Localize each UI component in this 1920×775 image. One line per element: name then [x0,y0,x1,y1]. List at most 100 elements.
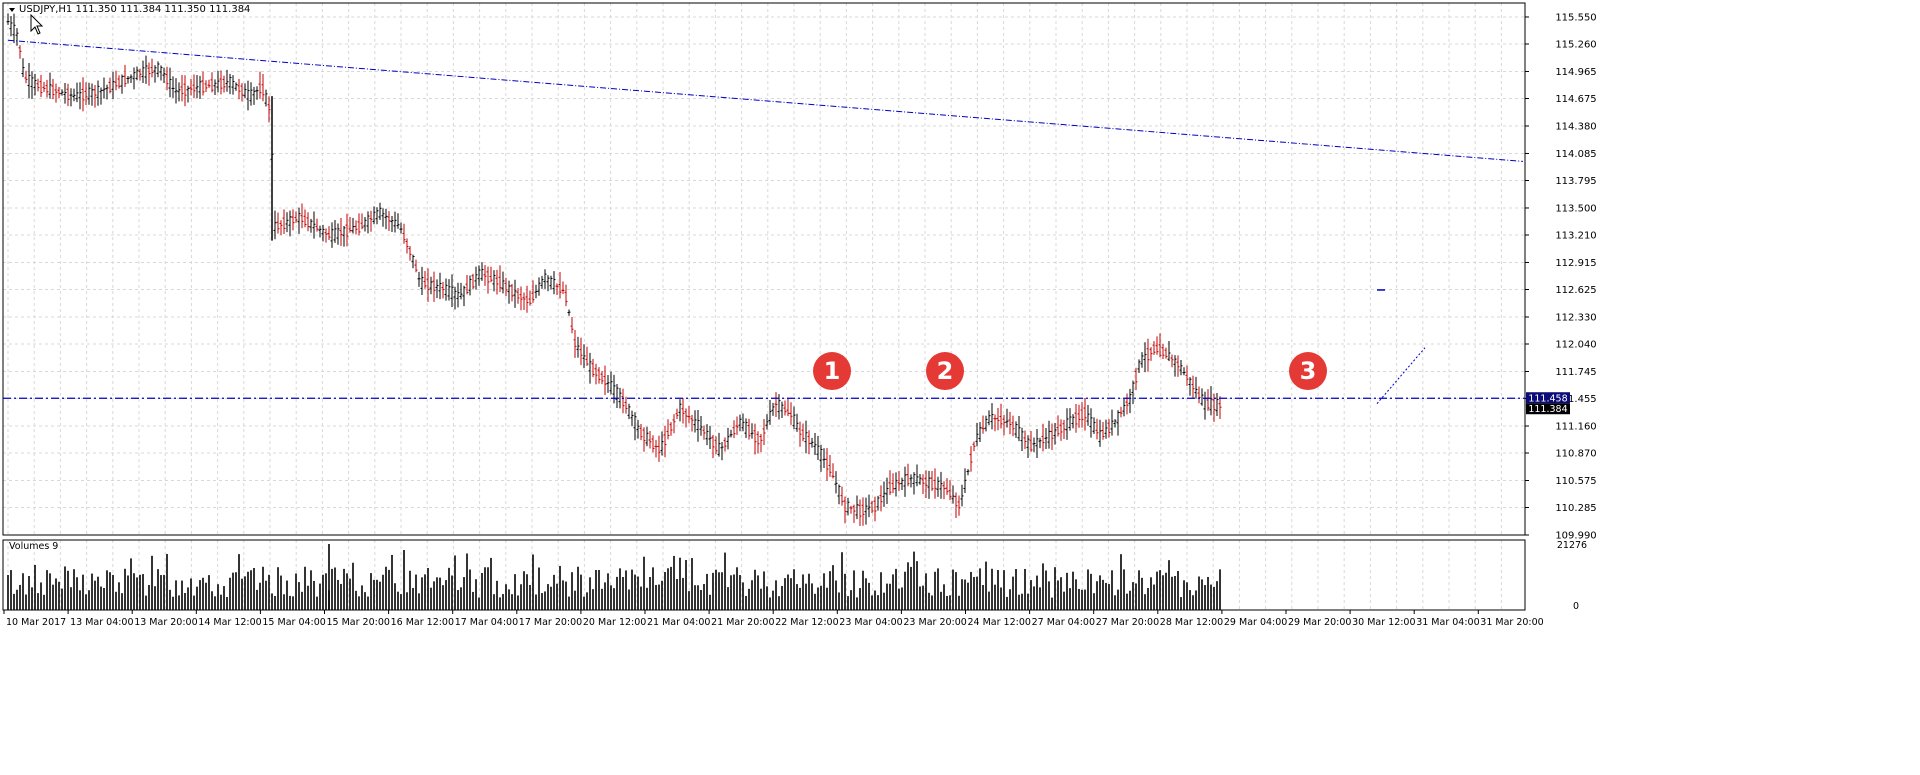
ohlc-bar [342,225,346,247]
ohlc-bar [162,67,166,84]
ohlc-bar [666,419,670,440]
ohlc-bar [1029,430,1033,452]
ohlc-bar [144,55,148,84]
ohlc-bar [768,399,772,425]
ohlc-bar [153,65,157,83]
ohlc-bar [891,473,895,494]
ohlc-bar [126,75,130,84]
time-tick-label: 31 Mar 04:00 [1416,617,1479,628]
ohlc-bar [552,271,556,295]
ohlc-bar [1200,388,1204,406]
ohlc-bar [894,472,898,497]
ohlc-bar [531,280,535,303]
ohlc-bar [360,213,364,230]
ohlc-bar [630,410,634,427]
ohlc-bar [1116,410,1120,436]
ohlc-bar [87,82,91,105]
ohlc-bar [1017,416,1021,442]
time-tick-label: 17 Mar 20:00 [519,617,582,628]
badge-circle [813,352,851,391]
price-tick-label: 115.550 [1555,12,1596,23]
ohlc-bar [699,415,703,436]
ohlc-bar [591,358,595,378]
ohlc-bar [870,500,874,514]
ohlc-bar [207,79,211,88]
ohlc-bar [486,266,490,294]
ohlc-bar [129,74,133,84]
ohlc-bar [471,273,475,290]
ohlc-bar [879,485,883,512]
current-price-tag-label: 111.384 [1528,404,1567,415]
ohlc-bar [438,272,442,300]
ohlc-bar [429,276,433,295]
ohlc-bar [447,279,451,301]
ohlc-bar [108,77,112,94]
ohlc-bar [1167,340,1171,362]
ohlc-bar [987,410,991,426]
ohlc-bar [1179,360,1183,376]
ohlc-bar [1059,419,1063,441]
ohlc-bar [729,429,733,438]
ohlc-bar [474,266,478,290]
ohlc-bar [420,266,424,296]
ohlc-bar [915,464,919,487]
ohlc-bar [216,70,220,93]
ohlc-bar [996,408,1000,431]
ohlc-bar [663,425,667,458]
ohlc-bar [648,430,652,449]
ohlc-bar [816,435,820,460]
badge-1: 1 [813,352,851,391]
ohlc-bar [876,495,880,511]
ohlc-bar [1134,367,1138,391]
ohlc-bar [369,210,373,232]
ohlc-bar [1053,422,1057,445]
ohlc-bar [1065,408,1069,440]
ohlc-bar [1140,352,1144,368]
ohlc-bar [1191,375,1195,399]
ohlc-bar [576,336,580,358]
ohlc-bar [1137,359,1141,374]
ohlc-bar [276,212,280,234]
ohlc-bar [900,477,904,490]
ohlc-bar [354,220,358,235]
ohlc-bar [249,82,253,106]
ohlc-bar [837,484,841,505]
ohlc-bar [741,413,745,432]
ohlc-bar [1158,333,1162,358]
price-tick-label: 110.285 [1555,503,1596,514]
ohlc-bar [1014,421,1018,438]
ohlc-bar [834,471,838,494]
ohlc-bar [351,217,355,234]
ohlc-bar [1083,398,1087,431]
ohlc-bar [720,441,724,461]
ohlc-bar [15,28,19,46]
dropdown-triangle-icon [9,8,15,12]
ohlc-bar [189,78,193,96]
ohlc-bar [819,444,823,472]
ohlc-bar [660,431,664,456]
ohlc-bar [702,425,706,440]
ohlc-bar [975,422,979,447]
ohlc-bar [717,432,721,457]
ohlc-bar [918,474,922,485]
ohlc-bar [378,202,382,220]
ohlc-bar [495,269,499,295]
ohlc-bar [117,75,121,89]
ohlc-bar [240,83,244,102]
ohlc-bar [504,277,508,297]
ohlc-bar [456,282,460,308]
ohlc-bar [186,85,190,103]
ohlc-bar [99,87,103,105]
ohlc-bar [678,399,682,422]
ohlc-bar [1035,429,1039,458]
ohlc-bar [735,416,739,435]
ohlc-bar [177,82,181,102]
ohlc-bar [507,280,511,304]
ohlc-bar [600,370,604,385]
price-tick-label: 112.040 [1555,340,1596,351]
ohlc-bar [168,67,172,98]
ohlc-bar [1011,415,1015,437]
price-tick-label: 111.455 [1555,394,1596,405]
